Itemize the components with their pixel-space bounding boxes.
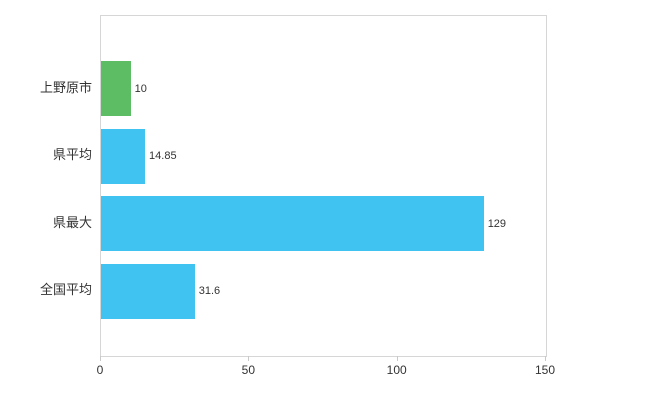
x-tick-mark-2	[396, 356, 398, 361]
value-label-0: 10	[134, 82, 147, 95]
x-tick-label-1: 50	[241, 363, 255, 377]
category-label-0: 上野原市	[39, 79, 92, 95]
category-label-2: 県最大	[52, 214, 92, 230]
x-tick-mark-3	[545, 356, 546, 361]
bar-1	[101, 128, 146, 184]
x-tick-mark-1	[248, 356, 250, 361]
value-label-2: 129	[487, 217, 507, 230]
category-label-3: 全国平均	[39, 282, 92, 297]
x-tick-mark-0	[100, 356, 101, 361]
x-tick-label-3: 150	[534, 363, 556, 377]
x-tick-label-2: 100	[386, 363, 407, 377]
category-label-1: 県平均	[52, 147, 92, 162]
value-label-3: 31.6	[198, 285, 221, 297]
value-label-1: 14.85	[149, 150, 177, 162]
x-tick-label-0: 0	[96, 363, 104, 377]
bar-2	[101, 196, 484, 251]
plot-area: 10 14.85 129 31.6	[100, 15, 547, 357]
bar-3	[101, 263, 195, 319]
bar-0	[101, 61, 131, 116]
